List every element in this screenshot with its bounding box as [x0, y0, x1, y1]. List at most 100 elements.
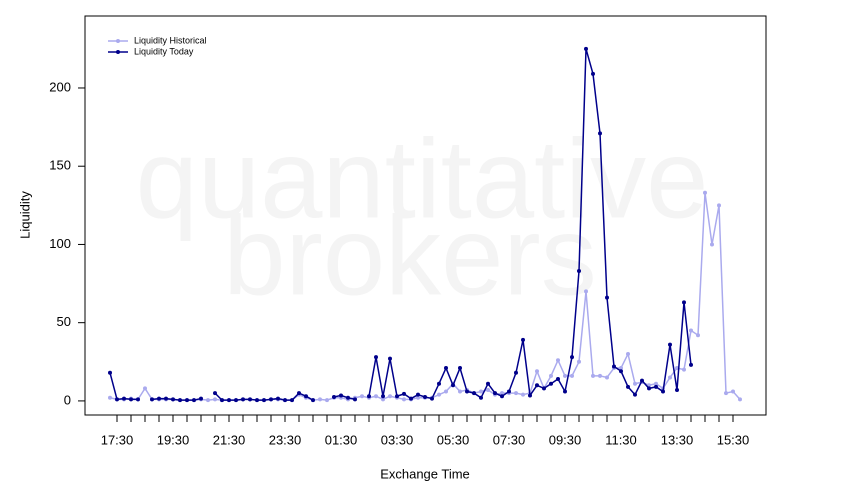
- point: [444, 366, 448, 371]
- point: [381, 394, 385, 399]
- point: [514, 391, 518, 396]
- point: [556, 377, 560, 382]
- point: [598, 373, 602, 378]
- point: [150, 397, 154, 402]
- point: [213, 391, 217, 396]
- point: [633, 381, 637, 386]
- x-tick-label: 11:30: [605, 432, 637, 447]
- point: [255, 398, 259, 403]
- point: [626, 384, 630, 389]
- point: [570, 355, 574, 360]
- point: [360, 394, 364, 399]
- point: [339, 393, 343, 398]
- y-tick-label: 0: [64, 392, 71, 407]
- point: [192, 398, 196, 403]
- x-tick-label: 03:30: [381, 432, 414, 447]
- point: [437, 392, 441, 397]
- x-tick-label: 07:30: [493, 432, 526, 447]
- point: [311, 398, 315, 403]
- point: [479, 389, 483, 394]
- watermark: brokers: [223, 194, 596, 319]
- point: [374, 355, 378, 360]
- point: [535, 369, 539, 374]
- x-tick-label: 19:30: [157, 432, 190, 447]
- y-tick-label: 50: [57, 314, 71, 329]
- point: [549, 381, 553, 386]
- point: [528, 393, 532, 398]
- point: [500, 394, 504, 399]
- legend-marker: [116, 50, 120, 54]
- point: [591, 373, 595, 378]
- point: [682, 300, 686, 305]
- point: [654, 381, 658, 386]
- point: [318, 397, 322, 402]
- point: [689, 328, 693, 333]
- point: [437, 381, 441, 386]
- point: [458, 389, 462, 394]
- point: [626, 351, 630, 356]
- y-tick-label: 100: [49, 236, 71, 251]
- point: [241, 397, 245, 402]
- point: [416, 392, 420, 397]
- point: [500, 391, 504, 396]
- point: [633, 392, 637, 397]
- point: [451, 383, 455, 388]
- x-tick-label: 13:30: [661, 432, 694, 447]
- y-axis-label: Liquidity: [17, 191, 32, 239]
- point: [178, 398, 182, 403]
- point: [661, 389, 665, 394]
- point: [234, 398, 238, 403]
- point: [122, 396, 126, 401]
- x-tick-label: 21:30: [213, 432, 246, 447]
- point: [213, 397, 217, 402]
- point: [444, 389, 448, 394]
- point: [591, 71, 595, 76]
- point: [171, 397, 175, 402]
- point: [262, 398, 266, 403]
- point: [696, 333, 700, 338]
- point: [297, 391, 301, 396]
- point: [521, 337, 525, 342]
- point: [248, 397, 252, 402]
- point: [584, 46, 588, 51]
- point: [304, 394, 308, 399]
- point: [136, 397, 140, 402]
- point: [283, 398, 287, 403]
- point: [717, 203, 721, 208]
- point: [402, 391, 406, 396]
- point: [220, 398, 224, 403]
- point: [388, 394, 392, 399]
- point: [689, 362, 693, 367]
- x-tick-label: 01:30: [325, 432, 358, 447]
- point: [486, 381, 490, 386]
- point: [507, 389, 511, 394]
- point: [206, 398, 210, 403]
- point: [612, 364, 616, 369]
- point: [682, 367, 686, 372]
- point: [108, 395, 112, 400]
- point: [157, 396, 161, 401]
- point: [227, 398, 231, 403]
- point: [465, 389, 469, 394]
- point: [668, 342, 672, 347]
- point: [325, 398, 329, 403]
- point: [556, 358, 560, 363]
- point: [619, 369, 623, 374]
- point: [563, 389, 567, 394]
- point: [430, 396, 434, 401]
- point: [514, 370, 518, 375]
- point: [374, 394, 378, 399]
- point: [647, 386, 651, 391]
- point: [185, 398, 189, 403]
- y-tick-label: 150: [49, 158, 71, 173]
- point: [479, 395, 483, 400]
- point: [199, 396, 203, 401]
- point: [619, 366, 623, 371]
- point: [143, 386, 147, 391]
- point: [584, 289, 588, 294]
- x-tick-label: 17:30: [101, 432, 134, 447]
- legend-label: Liquidity Today: [134, 46, 194, 56]
- point: [129, 397, 133, 402]
- point: [549, 373, 553, 378]
